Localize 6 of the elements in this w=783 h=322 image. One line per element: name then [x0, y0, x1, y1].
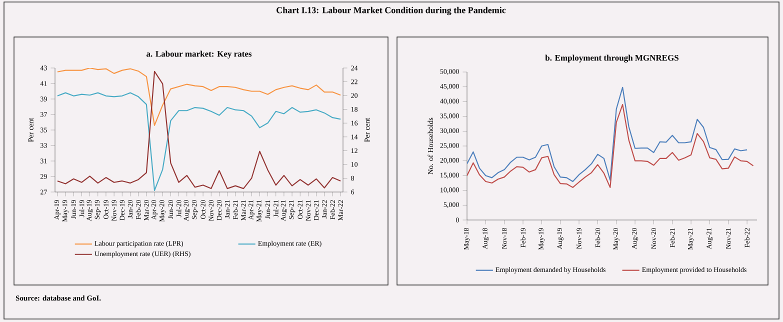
line-series	[467, 104, 754, 188]
chart-title: b. Employment through MGNREGS	[545, 54, 678, 62]
chart-subtitle: a. Labour market: Key rates	[146, 50, 252, 58]
line-series	[467, 86, 748, 182]
text: Chart I.13: Labour Market Condition during the Pandemic	[276, 6, 506, 16]
line-series	[56, 70, 342, 190]
